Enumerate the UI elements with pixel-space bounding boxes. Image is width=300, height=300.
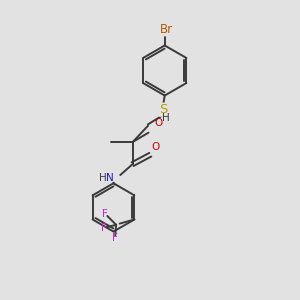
Text: O: O [152, 142, 160, 152]
Text: N: N [106, 173, 113, 183]
Text: F: F [102, 208, 108, 219]
Text: S: S [159, 103, 167, 116]
Text: F: F [101, 223, 107, 233]
Text: H: H [99, 173, 107, 183]
Text: F: F [112, 233, 118, 243]
Text: H: H [162, 112, 170, 123]
Text: Br: Br [160, 23, 173, 36]
Text: O: O [155, 118, 163, 128]
